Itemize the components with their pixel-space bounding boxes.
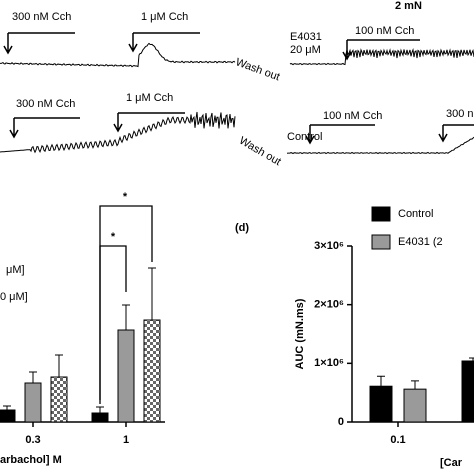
error-bar [377,375,385,387]
trace [0,111,236,154]
panel-label: (d) [235,222,249,234]
bar [50,376,68,423]
bar [24,382,42,423]
bar [91,412,109,423]
error-bar [148,267,156,320]
trace-label: E4031 [290,31,322,43]
significance: * [123,191,128,203]
trace [286,136,474,155]
error-bar [96,406,104,413]
trace-label: 100 nM Cch [355,25,414,37]
legend-swatch [371,234,391,250]
y-tick-label: 0 [338,416,344,428]
legend-swatch [371,206,391,222]
x-tick-label: 0.3 [25,434,40,446]
y-axis-label: AUC (mN.ms) [294,298,306,369]
bar [403,388,427,423]
error-bar [3,405,11,410]
trace-label: 1 μM Cch [126,92,173,104]
error-bar [469,357,474,361]
trace-label: Control [287,131,322,143]
significance: * [111,231,116,243]
error-bar [29,371,37,383]
trace-label: 300 nM Cch [12,11,71,23]
trace [0,42,236,68]
error-bar [122,304,130,330]
bar [117,329,135,423]
trace-label: 100 nM Cch [323,110,382,122]
y-tick-label: 2×10⁶ [314,299,344,311]
trace-label: 20 μM [290,44,321,56]
bar [461,360,474,423]
scale-label: 2 mN [395,0,422,12]
trace-label: Wash out [237,135,283,168]
x-tick-label: 0.1 [390,434,405,446]
trace-label: 300 nM Cch [16,98,75,110]
stimulus-markers [3,32,474,145]
x-axis-label: [Car [440,457,463,469]
significance-brackets [99,205,153,404]
y-tick-label: 1×10⁶ [314,357,344,369]
trace-label: 300 n [446,108,474,120]
bar [0,409,16,423]
trace [289,48,474,66]
legend-label: μM] [6,264,25,276]
bar [369,385,393,423]
trace-label: Wash out [234,56,281,83]
x-axis-label: arbachol] M [0,454,62,466]
x-tick-label: 1 [123,434,129,446]
y-tick-label: 3×10⁶ [314,240,344,252]
legend-label: 0 μM] [0,291,28,303]
legend-label: Control [398,208,433,220]
trace-label: 1 μM Cch [141,11,188,23]
error-bar [411,380,419,390]
error-bar [55,354,63,377]
legend-label: E4031 (2 [398,236,443,248]
bar [143,319,161,423]
